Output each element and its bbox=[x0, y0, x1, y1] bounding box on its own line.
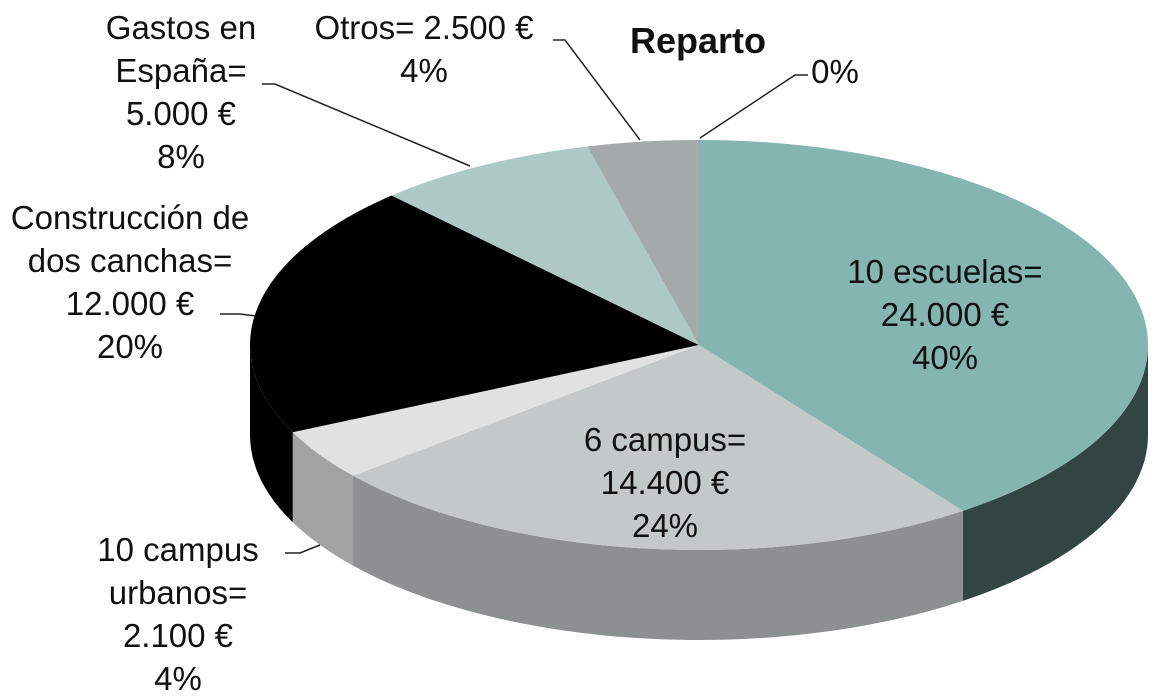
value-label: 24% bbox=[631, 507, 699, 544]
category-label: 6 campus= bbox=[583, 421, 747, 458]
chart-title: Reparto bbox=[629, 20, 767, 61]
pie-side bbox=[353, 475, 963, 641]
leader-line bbox=[285, 544, 321, 554]
pie-slice bbox=[353, 345, 963, 550]
amount-label: 24.000 € bbox=[880, 296, 1010, 333]
value-label: 8% bbox=[157, 138, 205, 175]
leader-line bbox=[262, 83, 471, 167]
category-label: Otros= bbox=[314, 9, 415, 46]
pie-slice bbox=[250, 195, 700, 433]
amount-label: 2.100 € bbox=[122, 617, 234, 654]
pie-slice bbox=[587, 140, 699, 345]
amount-label: 2.500 € bbox=[423, 9, 534, 46]
pie-sides bbox=[250, 345, 1148, 641]
amount-label: 5.000 € bbox=[125, 95, 237, 132]
slice-label: Gastos en España= 5.000 € 8% bbox=[81, 6, 281, 178]
category-label: 10 campus urbanos= bbox=[97, 531, 259, 611]
value-label: 4% bbox=[154, 660, 202, 697]
slice-label: Otros= 2.500 €4% bbox=[284, 6, 564, 92]
pie-slice bbox=[699, 140, 1148, 511]
leader-line bbox=[553, 39, 641, 141]
pie-slice bbox=[292, 345, 699, 476]
leader-line bbox=[699, 74, 808, 139]
slice-label: 10 escuelas= 24.000 € 40% bbox=[815, 250, 1075, 379]
category-label: Construcción de dos canchas= bbox=[10, 199, 250, 279]
leader-line bbox=[220, 313, 257, 317]
pie-side bbox=[250, 345, 293, 523]
category-label: Gastos en España= bbox=[105, 9, 257, 89]
pie-side bbox=[962, 345, 1148, 601]
pie-tops bbox=[250, 140, 1148, 550]
slice-label: 0% bbox=[790, 50, 880, 93]
value-label: 0% bbox=[811, 53, 859, 90]
pie-slice bbox=[391, 146, 699, 345]
value-label: 20% bbox=[96, 328, 164, 365]
value-label: 4% bbox=[400, 52, 448, 89]
amount-label: 12.000 € bbox=[65, 285, 195, 322]
slice-label: Construcción de dos canchas= 12.000 € 20% bbox=[5, 196, 255, 368]
amount-label: 14.400 € bbox=[600, 464, 730, 501]
leader-lines bbox=[220, 39, 808, 554]
pie-side bbox=[292, 432, 354, 566]
label-row: Otros= 2.500 € bbox=[284, 6, 564, 49]
category-label: 10 escuelas= bbox=[847, 253, 1043, 290]
slice-label: 10 campus urbanos= 2.100 € 4% bbox=[78, 528, 278, 700]
slice-label: 6 campus= 14.400 € 24% bbox=[535, 418, 795, 547]
value-label: 40% bbox=[911, 339, 979, 376]
